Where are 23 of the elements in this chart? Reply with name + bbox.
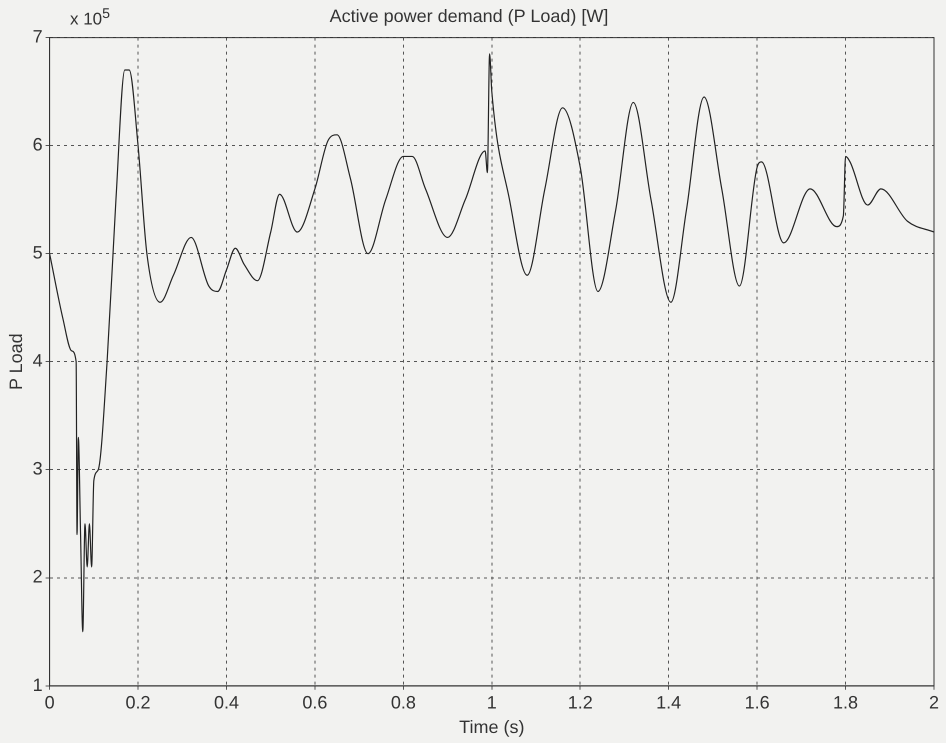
x-tick-label: 1.8 [833, 692, 858, 713]
x-tick-label: 2 [928, 692, 940, 713]
y-tick-label: 5 [32, 242, 43, 263]
x-axis-title: Time (s) [459, 717, 524, 738]
x-tick-label: 0 [44, 692, 55, 713]
x-tick-label: 1 [486, 692, 497, 713]
x-tick-label: 1.6 [744, 692, 770, 713]
x-tick-label: 0.8 [390, 692, 416, 713]
line-series [50, 53, 934, 632]
text: x 10$^{5}$ [70, 6, 110, 30]
y-tick-label: 7 [32, 26, 43, 47]
y-axis-title: P Load [6, 333, 26, 390]
chart-title: Active power demand (P Load) [W] [330, 6, 608, 26]
x-tick-label: 0.2 [126, 692, 151, 713]
x-tick-label: 0.4 [214, 692, 240, 713]
y-tick-label: 2 [32, 566, 43, 587]
x-tick-label: 1.4 [656, 692, 682, 713]
x-tick-label: 1.2 [568, 692, 593, 713]
x-tick-label: 0.6 [302, 692, 328, 713]
y-tick-label: 1 [32, 674, 43, 695]
y-tick-label: 4 [32, 350, 43, 371]
y-tick-label: 3 [32, 458, 43, 479]
y-tick-label: 6 [32, 134, 43, 155]
